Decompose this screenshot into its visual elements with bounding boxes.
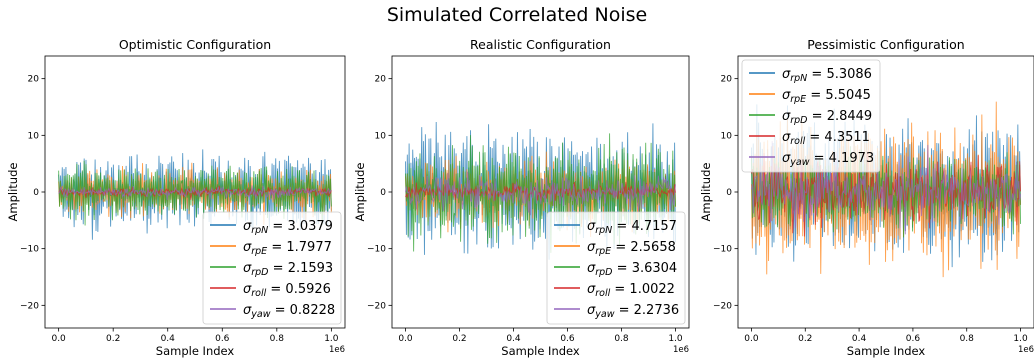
legend-value: 1.0022	[629, 282, 675, 297]
legend-value: 1.7977	[286, 240, 332, 255]
y-tick-label: 10	[28, 131, 40, 141]
y-tick-label: 10	[721, 131, 733, 141]
y-tick-label: 10	[375, 131, 387, 141]
y-tick-label: 0	[726, 188, 732, 198]
legend-entry: σyaw = 2.2736	[587, 303, 679, 320]
legend-entry: σrpE = 2.5658	[587, 240, 676, 257]
x-axis-label: Sample Index	[156, 344, 235, 358]
legend-value: 2.8449	[827, 109, 873, 124]
legend-value: 3.0379	[287, 219, 333, 234]
legend-entry: σrpE = 5.5045	[782, 88, 871, 105]
x-tick-label: 0.4	[506, 334, 521, 344]
legend-box	[202, 211, 342, 325]
legend-entry: σrpD = 2.8449	[782, 109, 872, 126]
x-offset-label: 1e6	[673, 345, 689, 355]
legend-value: 5.3086	[826, 67, 872, 82]
legend-value: 0.5926	[285, 282, 331, 297]
x-tick-label: 0.6	[215, 334, 230, 344]
legend-entry: σrpE = 1.7977	[243, 240, 332, 257]
legend-value: 0.8228	[290, 303, 336, 318]
x-axis-label: Sample Index	[847, 344, 926, 358]
x-tick-label: 0.0	[51, 334, 66, 344]
legend-value: 2.1593	[288, 261, 334, 276]
chart-panel-1: 0.0 0.2 0.4 0.6 0.8 1.0 −20 −10 0 10 20 1e6 Optimist…	[6, 37, 346, 358]
legend-entry: σrpN = 3.0379	[243, 219, 333, 236]
y-tick-label: −20	[367, 301, 386, 311]
series-line	[405, 171, 676, 216]
series-layer	[405, 122, 676, 260]
x-tick-label: 0.6	[906, 334, 921, 344]
x-tick-label: 1.0	[668, 334, 683, 344]
legend-entry: σyaw = 4.1973	[782, 151, 874, 168]
x-offset-label: 1e6	[1018, 345, 1034, 355]
y-tick-label: −10	[20, 245, 39, 255]
legend-value: 3.6304	[632, 261, 678, 276]
legend-entry: σyaw = 0.8228	[243, 303, 335, 320]
x-tick-label: 0.2	[452, 334, 466, 344]
chart-title: Optimistic Configuration	[119, 37, 271, 52]
series-line	[58, 185, 332, 201]
legend-value: 4.3511	[824, 130, 870, 145]
x-tick-label: 0.8	[960, 334, 975, 344]
legend-box	[546, 211, 686, 325]
y-axis-label: Amplitude	[6, 163, 20, 222]
series-line	[751, 141, 1021, 235]
y-tick-label: 0	[380, 188, 386, 198]
y-tick-label: 0	[33, 188, 39, 198]
legend-value: 4.7157	[631, 219, 677, 234]
legend-value: 2.5658	[630, 240, 676, 255]
y-tick-label: −20	[713, 301, 732, 311]
x-tick-label: 0.4	[161, 334, 176, 344]
legend-entry: σrpN = 4.7157	[587, 219, 677, 236]
y-tick-label: 20	[28, 75, 40, 85]
legend-entry: σrpD = 2.1593	[243, 261, 333, 278]
legend: σrpN = 4.7157 σrpE = 2.5658 σrpD = 3.6304 σ…	[546, 211, 686, 325]
x-tick-label: 0.0	[398, 334, 413, 344]
legend-value: 5.5045	[825, 88, 871, 103]
legend: σrpN = 5.3086 σrpE = 5.5045 σrpD = 2.8449 σ…	[741, 59, 881, 173]
x-tick-label: 1.0	[324, 334, 339, 344]
y-tick-label: 20	[375, 75, 387, 85]
legend-entry: σrpD = 3.6304	[587, 261, 677, 278]
legend: σrpN = 3.0379 σrpE = 1.7977 σrpD = 2.1593 σ…	[202, 211, 342, 325]
legend-value: 4.1973	[829, 151, 875, 166]
legend-value: 2.2736	[634, 303, 680, 318]
chart-title: Pessimistic Configuration	[807, 37, 964, 52]
x-tick-label: 0.4	[852, 334, 867, 344]
x-offset-label: 1e6	[329, 345, 345, 355]
legend-box	[741, 59, 881, 173]
x-axis-label: Sample Index	[501, 344, 580, 358]
legend-entry: σroll = 1.0022	[587, 282, 675, 299]
y-tick-label: −20	[20, 301, 39, 311]
y-tick-label: 20	[721, 75, 733, 85]
chart-title: Realistic Configuration	[470, 37, 611, 52]
y-axis-label: Amplitude	[699, 163, 713, 222]
x-tick-label: 1.0	[1013, 334, 1028, 344]
x-tick-label: 0.6	[560, 334, 575, 344]
x-tick-label: 0.2	[798, 334, 812, 344]
x-tick-label: 0.8	[270, 334, 285, 344]
y-tick-label: −10	[713, 245, 732, 255]
x-tick-label: 0.2	[106, 334, 120, 344]
chart-panel-2: 0.0 0.2 0.4 0.6 0.8 1.0 −20 −10 0 10 20 1e6 Realisti…	[353, 37, 690, 358]
chart-panel-3: 0.0 0.2 0.4 0.6 0.8 1.0 −20 −10 0 10 20 1e6 Pessimis…	[699, 37, 1034, 358]
figure-suptitle: Simulated Correlated Noise	[386, 4, 648, 26]
y-axis-label: Amplitude	[353, 163, 367, 222]
legend-entry: σroll = 4.3511	[782, 130, 870, 147]
x-tick-label: 0.8	[614, 334, 629, 344]
x-tick-label: 0.0	[744, 334, 759, 344]
legend-entry: σroll = 0.5926	[243, 282, 331, 299]
series-layer	[58, 149, 332, 240]
y-tick-label: −10	[367, 245, 386, 255]
legend-entry: σrpN = 5.3086	[782, 67, 872, 84]
